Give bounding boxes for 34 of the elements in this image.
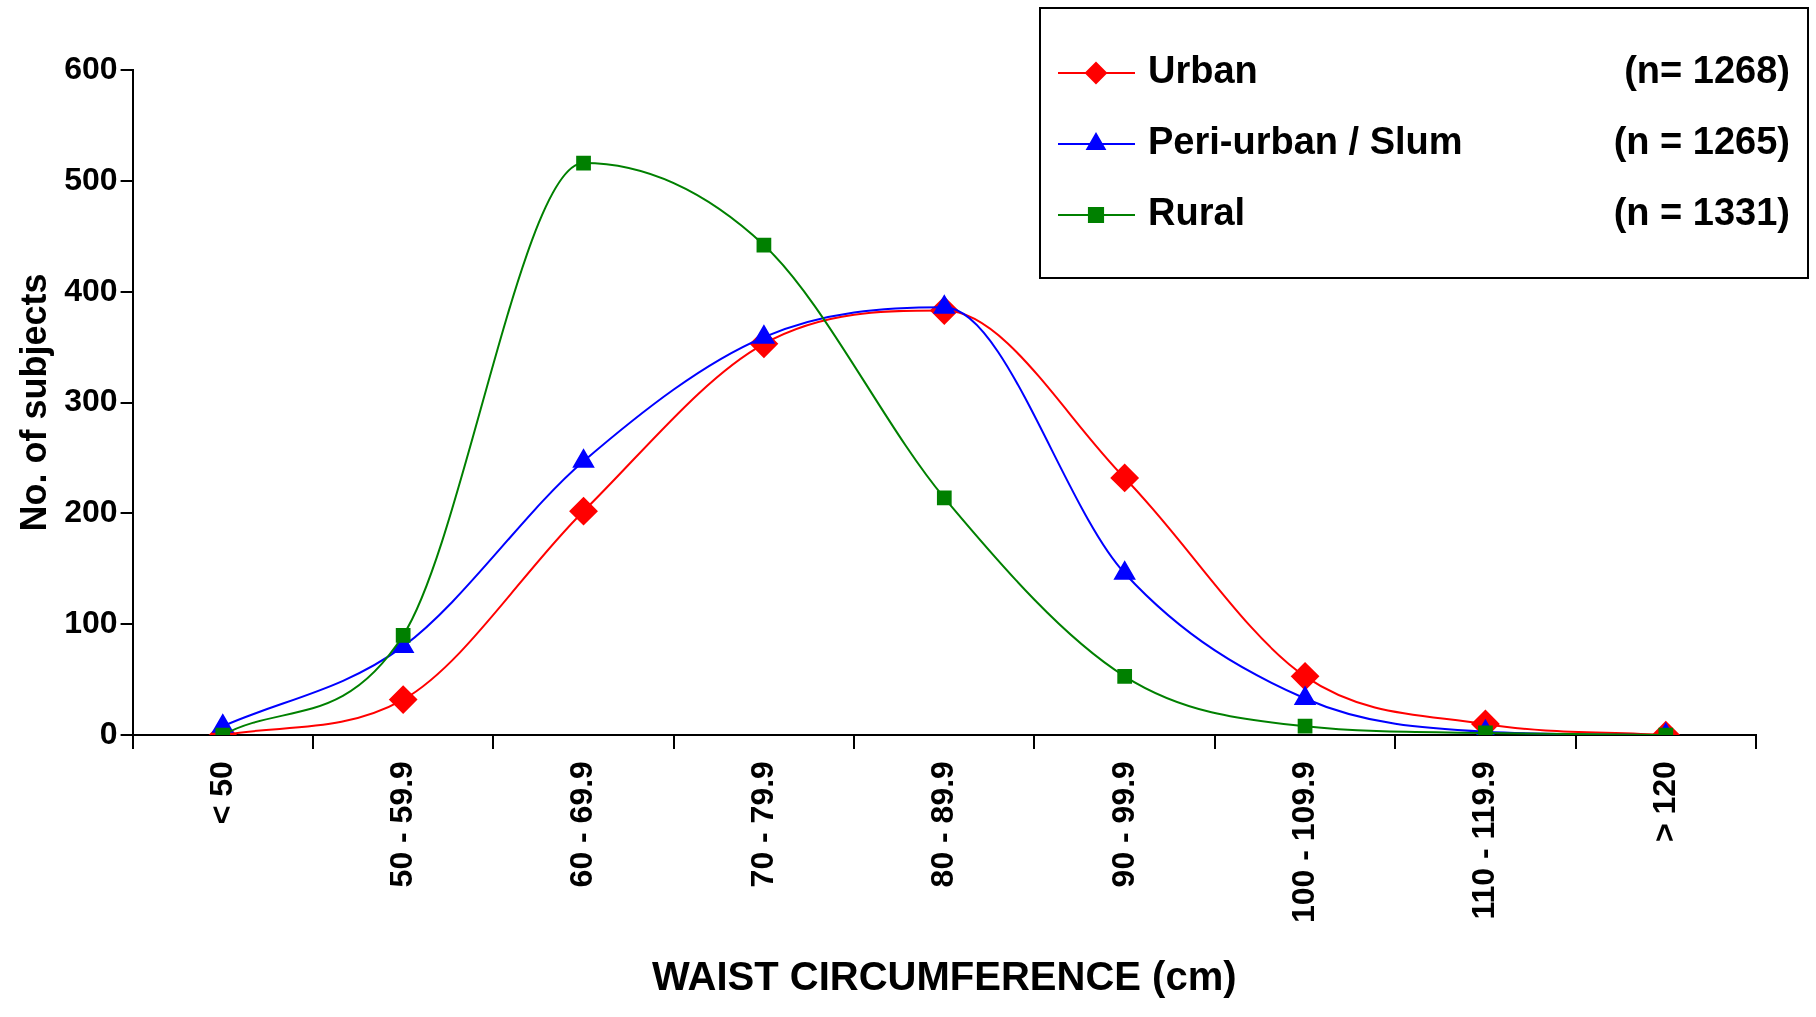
point: [569, 497, 598, 526]
y-tick-label: 600: [64, 49, 118, 86]
x-tick-label: 100 - 109.9: [1284, 761, 1321, 923]
point: [1294, 686, 1316, 706]
y-tick-label: 0: [99, 714, 118, 751]
point: [576, 155, 591, 171]
x-tick-label: 90 - 99.9: [1104, 761, 1141, 888]
x-axis-title: WAIST CIRCUMFERENCE (cm): [652, 954, 1237, 999]
annotation: (n= 1268): [1624, 49, 1790, 92]
x-tick-label: 110 - 119.9: [1465, 761, 1502, 920]
point: [395, 627, 411, 643]
legend-label: Peri-urban / Slum: [1148, 120, 1463, 163]
x-tick-label: 50 - 59.9: [382, 761, 419, 888]
legend-label: Urban: [1148, 49, 1258, 92]
x-tick-label: 60 - 69.9: [563, 761, 600, 888]
annotation: (n = 1331): [1613, 191, 1790, 234]
point: [756, 237, 772, 253]
y-axis-title: No. of subjects: [12, 273, 54, 532]
x-tick-label: 80 - 89.9: [924, 761, 961, 888]
y-tick-label: 100: [64, 604, 118, 641]
y-tick-label: 500: [64, 160, 118, 197]
y-tick-label: 200: [64, 493, 118, 530]
point: [1110, 463, 1139, 492]
legend-label: Rural: [1148, 191, 1246, 234]
x-tick-label: 70 - 79.9: [743, 761, 780, 888]
y-tick-label: 400: [64, 271, 118, 308]
point: [936, 490, 952, 506]
annotation: (n = 1265): [1613, 120, 1790, 163]
x-tick-label: > 120: [1645, 761, 1682, 843]
y-tick-label: 300: [64, 382, 118, 419]
point: [573, 449, 595, 468]
point: [1114, 561, 1136, 580]
x-tick-label: < 50: [202, 761, 239, 825]
point: [753, 325, 775, 344]
